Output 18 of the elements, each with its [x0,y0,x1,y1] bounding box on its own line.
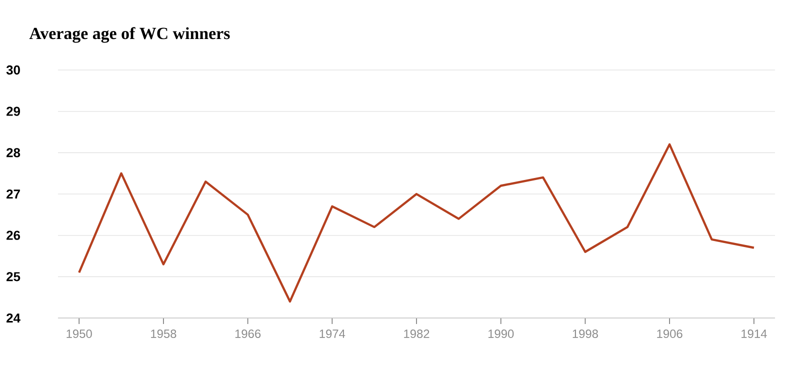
x-tick-label: 1906 [657,330,682,338]
x-tick-label: 1966 [235,330,261,338]
y-tick-label: 27 [6,189,20,199]
x-tick-label: 1958 [151,330,176,338]
x-tick-label: 1990 [488,330,514,338]
x-tick-label: 1974 [320,330,346,338]
y-tick-label: 26 [6,230,20,240]
line-series [78,143,756,303]
y-tick-label: 30 [6,65,20,75]
y-tick-label: 25 [6,272,20,282]
x-tick-label: 1982 [404,330,430,338]
y-tick-label: 24 [6,313,20,323]
x-tick-label: 1998 [572,330,598,338]
x-tick-label: 1914 [742,330,767,338]
y-tick-label: 29 [6,106,20,116]
y-tick-label: 28 [6,148,20,158]
chart-title: Average age of WC winners [29,27,230,43]
x-tick-label: 1950 [66,330,92,338]
